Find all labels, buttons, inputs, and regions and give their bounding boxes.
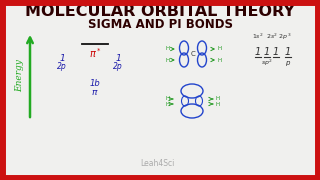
Text: H: H xyxy=(216,96,220,100)
Text: H: H xyxy=(216,102,220,107)
Text: $p$: $p$ xyxy=(285,58,291,68)
Text: H: H xyxy=(166,46,170,51)
Text: Leah4Sci: Leah4Sci xyxy=(140,159,174,168)
Text: 1: 1 xyxy=(115,54,121,63)
Text: H: H xyxy=(166,96,170,100)
Text: $\pi$: $\pi$ xyxy=(91,88,99,97)
Text: 1: 1 xyxy=(59,54,65,63)
Text: C: C xyxy=(191,51,196,57)
Text: 1: 1 xyxy=(285,47,291,57)
Text: H: H xyxy=(166,57,170,62)
Text: 2p: 2p xyxy=(57,62,67,71)
Text: 1: 1 xyxy=(264,47,270,57)
Text: 1: 1 xyxy=(273,47,279,57)
Text: $\pi^*$: $\pi^*$ xyxy=(89,46,101,60)
Text: $1s^2\ \ 2s^2\ 2p^3$: $1s^2\ \ 2s^2\ 2p^3$ xyxy=(252,32,292,42)
Text: SIGMA AND PI BONDS: SIGMA AND PI BONDS xyxy=(87,17,233,30)
Text: $sp^2$: $sp^2$ xyxy=(261,58,273,68)
Text: 2p: 2p xyxy=(113,62,123,71)
Text: H: H xyxy=(218,57,222,62)
Text: 1: 1 xyxy=(255,47,261,57)
Text: H: H xyxy=(166,102,170,107)
Text: H: H xyxy=(218,46,222,51)
Text: 1b: 1b xyxy=(90,79,100,88)
Text: MOLECULAR ORBITAL THEORY: MOLECULAR ORBITAL THEORY xyxy=(25,4,295,19)
Text: Energy: Energy xyxy=(15,60,25,93)
